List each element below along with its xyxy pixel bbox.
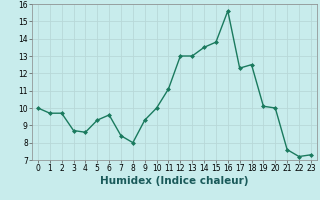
X-axis label: Humidex (Indice chaleur): Humidex (Indice chaleur) [100, 176, 249, 186]
